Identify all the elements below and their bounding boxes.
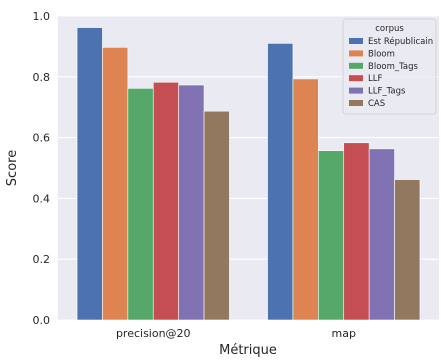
bar (76, 27, 103, 321)
legend-swatch (349, 87, 363, 94)
y-tick-labels: 0.0 0.2 0.4 0.6 0.8 1.0 (33, 10, 51, 327)
bar (368, 148, 395, 321)
legend-label: CAS (368, 99, 385, 109)
bars (76, 27, 421, 321)
legend-swatch (349, 75, 363, 82)
bar (203, 110, 230, 321)
y-tick-label: 1.0 (33, 10, 51, 23)
legend-label: Est Républicain (368, 36, 433, 47)
bar (267, 43, 294, 321)
bar (343, 142, 370, 321)
bar (292, 78, 319, 321)
bar (318, 150, 345, 321)
legend-label: Bloom (368, 49, 395, 59)
y-tick-label: 0.0 (33, 314, 51, 327)
y-tick-label: 0.8 (33, 71, 51, 84)
y-tick-label: 0.6 (33, 132, 51, 145)
legend-swatch (349, 38, 363, 44)
x-tick-label: precision@20 (116, 327, 191, 340)
legend-swatch (349, 62, 363, 69)
x-tick-label: map (332, 327, 356, 340)
x-tick-labels: precision@20 map (116, 327, 356, 340)
legend-label: Bloom_Tags (368, 62, 419, 72)
x-axis-label: Métrique (219, 343, 277, 358)
legend-label: LLF_Tags (368, 87, 406, 97)
bar (152, 81, 179, 321)
y-tick-label: 0.2 (33, 253, 51, 266)
bar (127, 88, 154, 321)
legend-title: corpus (375, 24, 404, 34)
bar (102, 47, 129, 321)
legend: corpus Est Républicain Bloom Bloom_Tags LLF… (342, 18, 437, 115)
y-axis-label: Score (5, 150, 20, 186)
y-tick-label: 0.4 (33, 192, 51, 205)
legend-swatch (349, 50, 363, 57)
bar (178, 84, 205, 321)
bar (394, 179, 421, 321)
legend-label: LLF (368, 74, 382, 84)
legend-swatch (349, 100, 363, 106)
legend-box (342, 18, 437, 115)
